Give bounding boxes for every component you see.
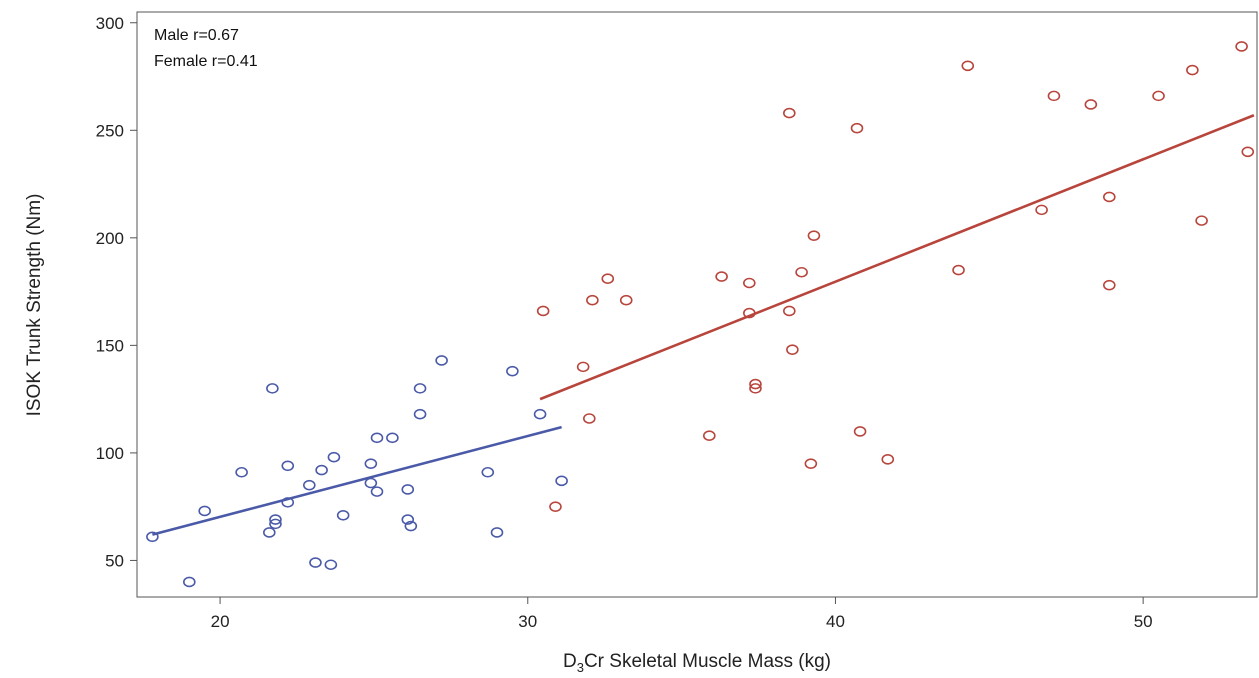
regression-lines: [152, 114, 1255, 536]
data-point-series-1: [266, 383, 279, 394]
data-point-series-2: [1235, 41, 1248, 52]
data-point-series-2: [1084, 99, 1098, 110]
data-point-series-1: [364, 458, 378, 469]
data-point-series-1: [404, 520, 418, 532]
data-point-series-1: [533, 408, 547, 420]
data-point-series-2: [783, 305, 796, 317]
data-point-series-2: [850, 122, 864, 134]
x-axis-title-rest: Cr Skeletal Muscle Mass (kg): [584, 651, 831, 672]
data-point-series-2: [743, 307, 756, 319]
data-point-series-2: [1035, 204, 1048, 216]
data-point-series-1: [315, 464, 328, 476]
y-tick-label: 200: [96, 229, 124, 248]
data-point-series-1: [413, 408, 427, 420]
data-point-series-2: [583, 413, 596, 424]
data-point-series-1: [364, 477, 378, 489]
data-point-series-1: [324, 559, 338, 571]
data-points: [146, 41, 1255, 588]
fit-line-1: [152, 425, 562, 536]
data-point-series-2: [1186, 64, 1199, 76]
y-axis-title: ISOK Trunk Strength (Nm): [24, 194, 45, 417]
data-point-series-2: [1195, 215, 1208, 226]
data-point-series-2: [804, 458, 818, 469]
data-point-series-2: [549, 501, 562, 512]
fit-line-2: [539, 114, 1255, 401]
data-point-series-1: [303, 479, 316, 491]
x-tick-label: 40: [826, 612, 845, 631]
x-axis-title-subscript: 3: [577, 660, 584, 675]
legend-female: Female r=0.41: [154, 53, 258, 70]
data-point-series-2: [881, 454, 895, 465]
y-tick-label: 50: [105, 551, 124, 570]
data-point-series-1: [435, 355, 448, 366]
x-axis: 20 30 40 50: [211, 597, 1153, 631]
data-point-series-2: [703, 430, 716, 441]
data-point-series-1: [327, 451, 341, 463]
data-point-series-2: [601, 273, 615, 284]
data-point-series-2: [749, 383, 762, 394]
data-point-series-1: [413, 383, 427, 394]
data-point-series-1: [269, 514, 282, 525]
data-point-series-1: [386, 432, 399, 444]
data-point-series-2: [1152, 90, 1165, 102]
plot-frame: [136, 11, 1258, 598]
x-tick-label: 20: [211, 612, 230, 631]
data-point-series-1: [281, 460, 295, 472]
data-point-series-1: [269, 518, 282, 530]
data-point-series-2: [795, 266, 808, 278]
data-point-series-1: [235, 466, 248, 478]
data-point-series-2: [853, 426, 867, 437]
data-point-series-2: [715, 271, 728, 282]
legend: Male r=0.67 Female r=0.41: [154, 27, 258, 70]
data-point-series-1: [263, 527, 276, 538]
data-point-series-2: [952, 264, 965, 276]
data-point-series-2: [536, 305, 550, 317]
data-point-series-1: [555, 475, 568, 487]
y-tick-label: 300: [96, 14, 124, 33]
y-tick-label: 100: [96, 444, 124, 463]
y-tick-label: 250: [96, 121, 124, 140]
data-point-series-1: [198, 505, 211, 517]
data-point-series-1: [309, 557, 322, 568]
data-point-series-1: [401, 484, 415, 495]
y-tick-label: 150: [96, 336, 124, 355]
data-point-series-2: [743, 277, 756, 289]
data-point-series-2: [807, 230, 821, 241]
x-tick-label: 50: [1134, 612, 1153, 631]
x-axis-title-main: D: [563, 651, 577, 672]
y-axis: 50 100 150 200 250 300: [96, 14, 137, 570]
data-point-series-1: [146, 531, 159, 543]
data-point-series-1: [281, 497, 295, 508]
data-point-series-2: [586, 294, 599, 306]
data-point-series-1: [370, 432, 384, 444]
data-point-series-2: [619, 294, 633, 306]
x-tick-label: 30: [518, 612, 537, 631]
x-axis-title: D3Cr Skeletal Muscle Mass (kg): [563, 651, 831, 675]
data-point-series-2: [783, 107, 796, 119]
data-point-series-1: [370, 486, 384, 497]
data-point-series-1: [506, 365, 519, 377]
data-point-series-2: [749, 378, 762, 390]
data-point-series-1: [401, 514, 415, 525]
data-point-series-2: [1103, 191, 1116, 203]
data-point-series-1: [490, 527, 504, 538]
data-point-series-2: [1103, 279, 1116, 291]
data-point-series-2: [576, 361, 590, 373]
data-point-series-1: [336, 509, 350, 521]
data-point-series-1: [183, 576, 196, 588]
data-point-series-2: [1047, 90, 1061, 102]
data-point-series-2: [1241, 146, 1255, 158]
legend-male: Male r=0.67: [154, 27, 239, 44]
data-point-series-2: [961, 60, 975, 72]
data-point-series-2: [786, 344, 799, 355]
data-point-series-1: [481, 466, 495, 478]
